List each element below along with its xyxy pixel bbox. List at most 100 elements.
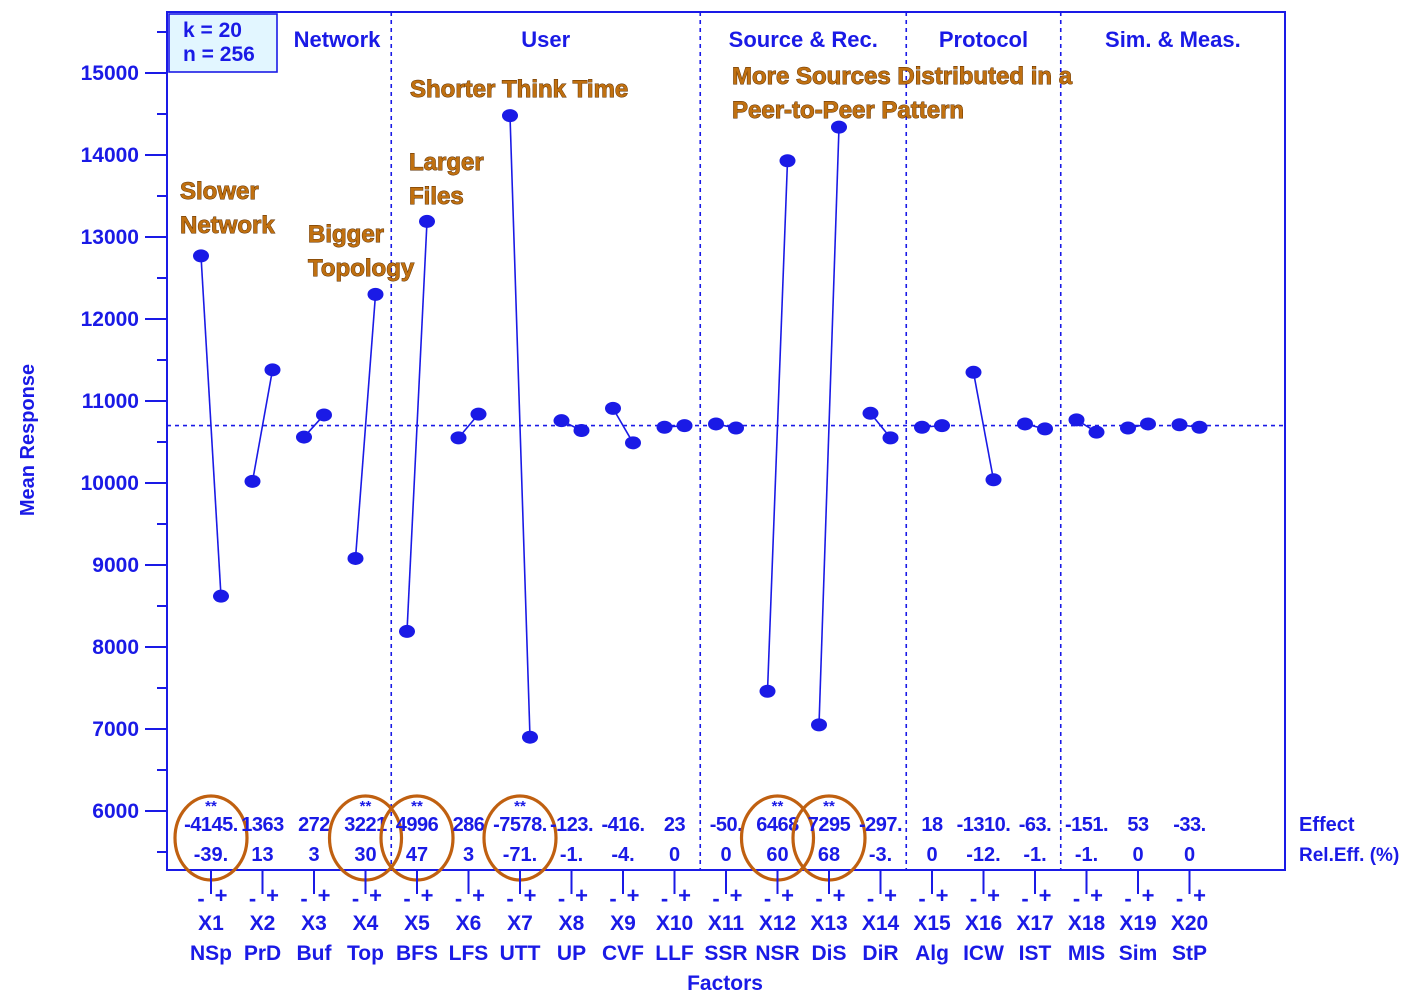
point-low-X8 (553, 414, 570, 428)
annotation-3-line-1: Topology (308, 255, 415, 282)
level-minus-X6: - (455, 886, 462, 911)
point-low-X20 (1171, 418, 1188, 432)
point-high-X19 (1140, 417, 1156, 431)
rel-effect-value-X6: 3 (463, 844, 474, 866)
factor-id-X11: X11 (708, 912, 745, 935)
y-tick-label: 11000 (82, 390, 139, 413)
factor-abbr-X2: PrD (244, 942, 281, 965)
level-plus-X17: + (1039, 883, 1052, 908)
y-tick-label: 8000 (92, 636, 139, 659)
effect-line-X7 (509, 115, 531, 738)
point-high-X1 (213, 589, 229, 603)
level-minus-X10: - (661, 886, 668, 911)
point-low-X3 (296, 430, 312, 444)
level-minus-X18: - (1073, 886, 1080, 911)
level-plus-X8: + (575, 883, 588, 908)
y-tick-label: 6000 (92, 800, 139, 823)
factor-abbr-X4: Top (347, 942, 384, 965)
factor-abbr-X19: Sim (1119, 942, 1158, 965)
significance-mark-X7: ** (514, 798, 526, 815)
effect-value-X11: -50. (710, 814, 742, 836)
point-high-X2 (264, 363, 281, 377)
plot-frame (166, 11, 1286, 871)
factor-abbr-X14: DiR (862, 942, 898, 965)
point-high-X16 (985, 473, 1002, 487)
level-minus-X16: - (970, 886, 977, 911)
y-tick-label: 12000 (81, 308, 139, 331)
significance-mark-X4: ** (360, 798, 372, 815)
point-low-X4 (347, 551, 364, 565)
rel-effect-value-X14: -3. (869, 844, 892, 866)
point-high-X18 (1088, 425, 1105, 439)
effect-value-X10: 23 (664, 814, 686, 836)
y-tick-label: 9000 (92, 554, 139, 577)
rel-effect-value-X20: 0 (1184, 844, 1195, 866)
point-high-X7 (522, 730, 538, 744)
effect-value-X20: -33. (1173, 814, 1205, 836)
point-high-X6 (470, 407, 487, 421)
factor-abbr-X8: UP (557, 942, 586, 965)
annotation-6-line-0: Shorter Think Time (410, 76, 628, 103)
effect-value-X13: 7295 (808, 814, 851, 836)
effect-value-X7: -7578. (493, 814, 547, 836)
factor-id-X14: X14 (862, 912, 900, 935)
point-high-X11 (728, 421, 744, 435)
factor-id-X1: X1 (198, 912, 224, 935)
level-plus-X20: + (1193, 883, 1206, 908)
rel-effect-value-X13: 68 (818, 844, 840, 866)
factor-abbr-X3: Buf (297, 942, 333, 965)
level-minus-X7: - (506, 886, 513, 911)
y-tick-label: 7000 (92, 718, 139, 741)
level-minus-X4: - (352, 886, 359, 911)
effect-value-X6: 286 (453, 814, 485, 836)
rel-effect-value-X4: 30 (354, 844, 376, 866)
point-high-X4 (367, 287, 384, 301)
significance-mark-X13: ** (823, 798, 835, 815)
effect-value-X9: -416. (601, 814, 644, 836)
point-low-X16 (965, 365, 982, 379)
rel-effect-value-X19: 0 (1132, 844, 1143, 866)
level-plus-X1: + (215, 883, 228, 908)
rel-effect-value-X12: 60 (766, 844, 788, 866)
y-tick-label: 14000 (81, 144, 139, 167)
factor-abbr-X11: SSR (704, 942, 747, 965)
point-low-X2 (244, 474, 261, 488)
info-box-line: k = 20 (183, 19, 242, 42)
factor-abbr-X16: ICW (963, 942, 1004, 965)
effect-value-X17: -63. (1019, 814, 1051, 836)
point-high-X15 (934, 419, 950, 433)
point-low-X6 (450, 431, 467, 445)
effect-value-X14: -297. (859, 814, 902, 836)
factor-id-X7: X7 (507, 912, 533, 935)
factor-id-X13: X13 (810, 912, 847, 935)
level-plus-X11: + (730, 883, 743, 908)
rel-effect-value-X8: -1. (560, 844, 583, 866)
effect-value-X2: 1363 (241, 814, 284, 836)
level-minus-X12: - (764, 886, 771, 911)
level-plus-X18: + (1090, 883, 1103, 908)
factor-abbr-X18: MIS (1068, 942, 1105, 965)
y-tick-label: 13000 (81, 226, 139, 249)
effect-line-X16 (972, 372, 995, 480)
rel-effect-value-X5: 47 (406, 844, 428, 866)
level-minus-X13: - (815, 886, 822, 911)
point-low-X10 (656, 420, 673, 434)
factor-id-X19: X19 (1119, 912, 1156, 935)
point-high-X13 (831, 120, 847, 134)
effect-line-X1 (200, 255, 222, 597)
effect-line-X12 (766, 160, 789, 692)
factor-id-X12: X12 (759, 912, 796, 935)
point-high-X14 (882, 431, 899, 445)
factor-abbr-X17: IST (1019, 942, 1052, 965)
effect-line-X5 (406, 221, 428, 632)
effect-value-X3: 272 (298, 814, 330, 836)
level-plus-X16: + (987, 883, 1000, 908)
level-minus-X3: - (300, 886, 307, 911)
annotation-11-line-0: More Sources Distributed in a (732, 63, 1073, 90)
rel-effect-value-X15: 0 (926, 844, 937, 866)
group-label: Source & Rec. (729, 27, 878, 52)
factor-id-X20: X20 (1171, 912, 1208, 935)
factor-abbr-X5: BFS (396, 942, 438, 965)
rel-effect-row-label: Rel.Eff. (%) (1299, 845, 1399, 866)
